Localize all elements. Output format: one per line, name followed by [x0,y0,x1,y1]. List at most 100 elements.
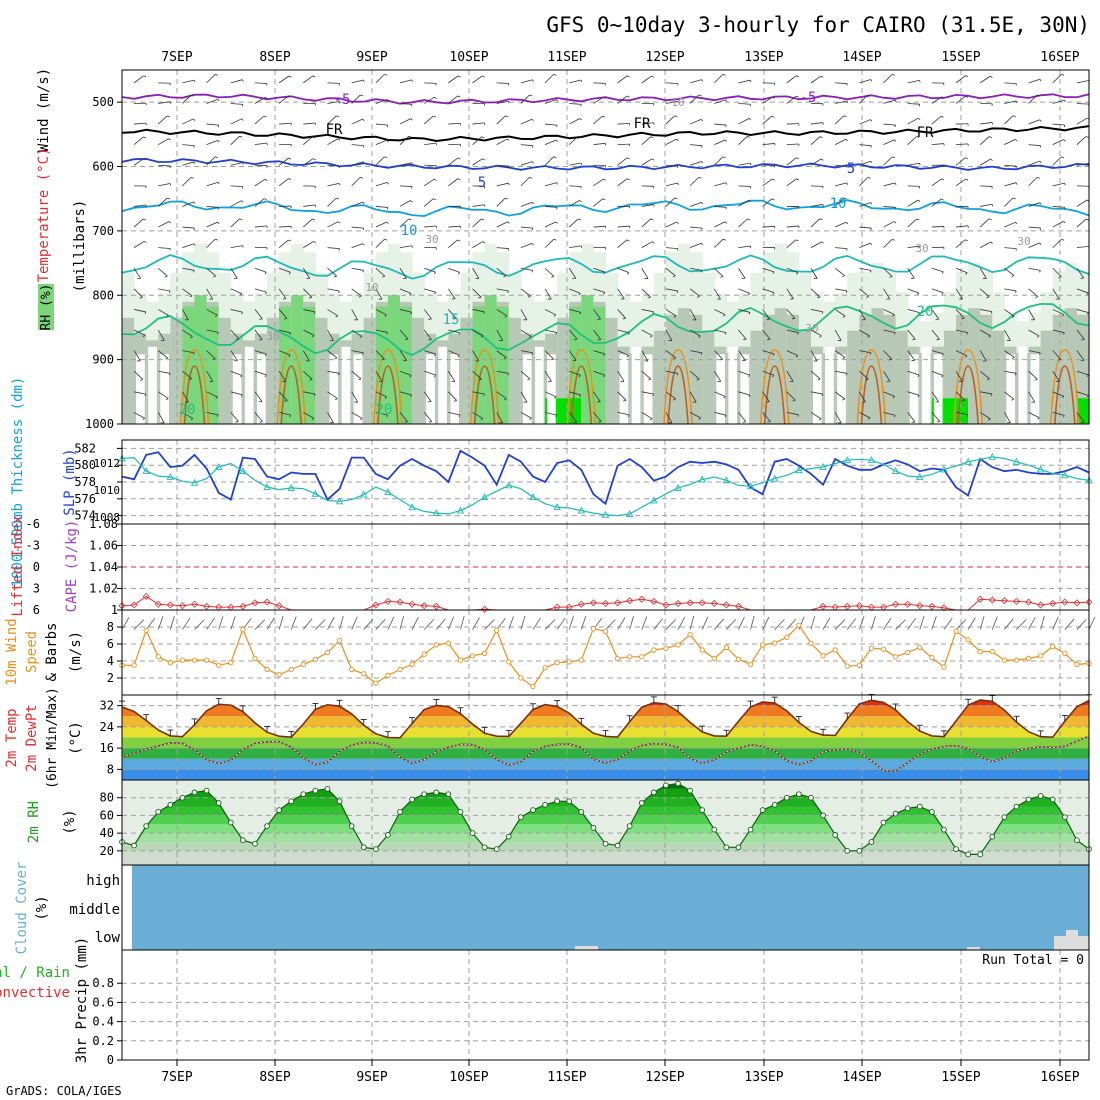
wind-barb-feather [217,332,219,335]
wind-barb [158,101,171,104]
wind-barb-feather [916,136,920,138]
lifted-index-point [686,599,694,607]
wind-barb [1052,99,1065,104]
ylabel-millibars: (millibars) [72,200,88,293]
surface-wind-barb [447,616,455,630]
wind-barb-feather [288,239,292,242]
wind-barb [544,267,555,277]
wind-barb-feather [917,117,921,121]
wind-barb [690,226,703,229]
wind-speed-point [1062,650,1068,656]
isotherm-30 [280,365,303,425]
wind-barb-feather [603,374,606,378]
lifted-index-point [1073,599,1081,607]
wind-barb [738,329,747,340]
wind-barb [593,198,603,207]
lifted-index-point [203,602,211,610]
isotherm-5 [121,157,1090,171]
rh-shade-bright [943,398,957,424]
wind-barb [1004,164,1017,167]
contour-label: FR [917,125,934,141]
rh-shade-dry [136,354,145,424]
lifted-index-point [1049,599,1057,608]
wind-barb-feather [384,156,388,159]
wind-barb-feather [1011,356,1015,359]
rh-point [433,789,440,796]
wind-barb-feather [411,162,413,165]
wind-barb-feather [503,357,507,360]
wind-barb-feather [986,296,990,299]
wind-barb-feather [264,374,267,377]
wind-barb-feather [359,417,363,421]
wind-barb [690,267,702,271]
wind-barb-feather [1015,290,1017,293]
rh-point [276,807,282,813]
wind-barb [351,309,359,321]
wind-barb-feather [239,218,243,221]
wind-barb [883,288,891,300]
wind-barb [1052,156,1062,166]
rh-point [348,823,355,829]
rh-shade-dry [1030,354,1040,424]
ylabel-minmax: (6hr Min/Max) [45,687,60,789]
surface-wind-barb [895,619,906,630]
wind-barb [133,288,143,298]
wind-barb [665,370,678,374]
wind-barb-feather [990,75,993,78]
wind-barb-feather [891,156,895,159]
wind-speed-point [747,661,754,668]
wind-barb-feather [772,292,775,295]
lifted-index-point [420,602,428,610]
wind-barb [907,329,916,340]
wind-barb-feather [722,156,726,159]
wind-barb [254,82,267,84]
rh-shade-gray [798,330,812,424]
wind-barb-feather [288,95,292,98]
wind-barb-feather [284,400,288,402]
wind-barb [690,79,702,84]
wind-barb [762,309,771,320]
lifted-index-point [650,597,658,605]
wind-barb [496,370,509,374]
cloud-level-label: middle [69,902,120,918]
thickness-point [384,488,392,496]
wind-barb [980,329,991,337]
wind-barb [303,391,316,395]
wind-barb [544,139,557,146]
wind-barb-feather [289,332,292,336]
wind-barb-feather [241,200,244,203]
wind-barb [883,239,893,248]
wind-barb [859,202,871,207]
rh-shade-dry [341,346,351,424]
wind-barb-feather [821,241,824,244]
wind-barb [496,350,507,359]
wind-barb [544,412,557,416]
wind-barb-feather [482,241,486,244]
wind-barb [182,329,193,337]
lifted-index-point [734,602,743,610]
wind-barb-feather [1012,115,1016,117]
wind-barb [399,309,412,313]
low-cloud-blip [1066,930,1078,950]
wind-speed-point [639,654,645,660]
wind-barb-feather [553,74,557,76]
ylabel-rh-units: (%) [62,809,78,834]
wind-barb [158,164,171,167]
surface-wind-barb [883,617,892,630]
lifted-index-point [130,601,138,609]
wind-barb [979,412,991,420]
wind-barb [472,391,485,395]
wind-barb [859,160,871,166]
wind-barb-feather [843,197,847,200]
surface-wind-barb [629,615,634,630]
wind-barb [158,247,171,249]
wind-barb-feather [603,353,606,356]
ylabel-slp: SLP (mb) [62,448,78,515]
rh-shade-gray [774,308,788,424]
wind-barb [1028,94,1038,104]
rh-point [300,791,307,798]
ytick-label-li: 6 [33,603,40,617]
cloud-level-label: low [95,930,121,946]
surface-wind-barb [1028,617,1036,630]
wind-barb-feather [673,315,677,318]
